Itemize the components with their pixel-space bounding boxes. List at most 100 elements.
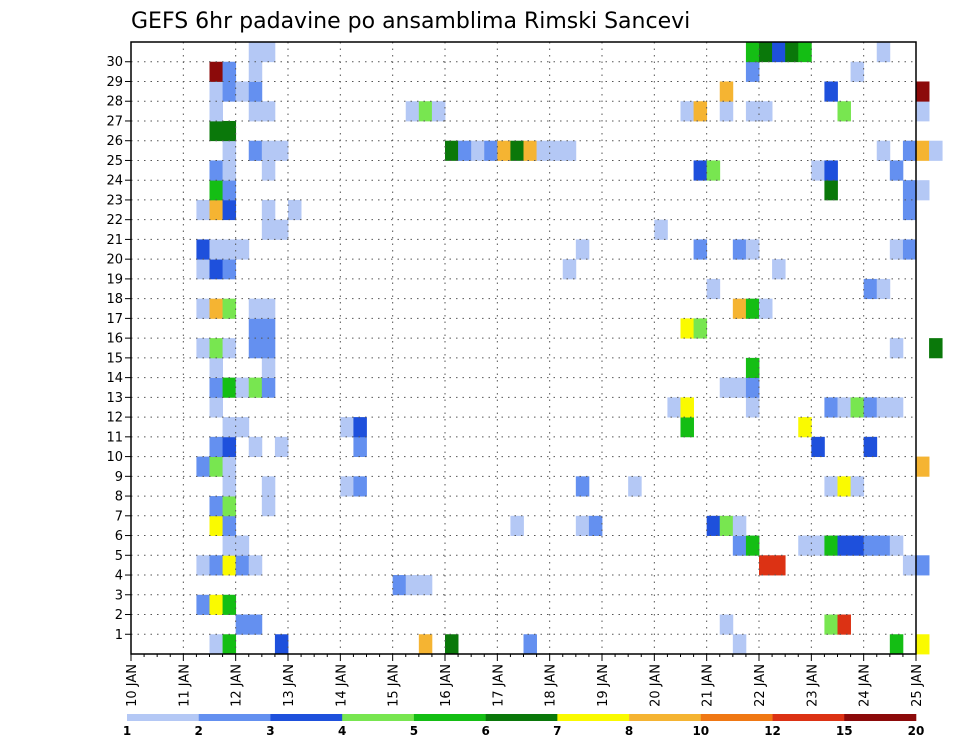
x-tick-label: 17 JAN	[491, 664, 506, 707]
heatmap-cell	[759, 555, 773, 576]
x-tick-label: 10 JAN	[125, 664, 140, 707]
heatmap-cell	[837, 614, 851, 635]
heatmap-cell	[196, 298, 210, 319]
heatmap-cell	[222, 456, 237, 477]
heatmap-cell	[850, 397, 865, 418]
heatmap-cell	[222, 417, 237, 438]
heatmap-cell	[719, 614, 734, 635]
y-tick-label: 24	[106, 174, 123, 189]
heatmap-cell	[261, 338, 276, 359]
x-tick-label: 20 JAN	[648, 664, 663, 707]
heatmap-cell	[732, 535, 747, 556]
heatmap-cell	[235, 614, 250, 635]
heatmap-cell	[732, 377, 747, 398]
heatmap-cell	[248, 555, 263, 576]
heatmap-cell	[235, 81, 250, 102]
x-tick-label: 24 JAN	[858, 664, 873, 707]
heatmap-cell	[510, 515, 524, 536]
heatmap-cell	[209, 456, 223, 477]
heatmap-cell	[916, 634, 930, 655]
heatmap-cell	[693, 101, 708, 122]
heatmap-cell	[209, 61, 223, 82]
heatmap-cell	[196, 456, 210, 477]
heatmap-cell	[719, 515, 734, 536]
heatmap-cell	[196, 338, 210, 359]
heatmap-cell	[680, 397, 694, 418]
heatmap-cell	[274, 219, 289, 240]
heatmap-cell	[274, 634, 289, 655]
y-tick-label: 16	[106, 332, 123, 347]
heatmap-cell	[732, 298, 747, 319]
heatmap-cell	[405, 101, 420, 122]
heatmap-cell	[235, 239, 250, 260]
heatmap-cell	[523, 140, 537, 161]
x-axis: 10 JAN 11 JAN 12 JAN 13 JAN 14 JAN 15 JAN 16 J…	[125, 654, 925, 707]
heatmap-cell	[916, 180, 930, 201]
y-tick-label: 5	[115, 549, 123, 564]
heatmap-cell	[916, 555, 930, 576]
x-tick-label: 21 JAN	[701, 664, 716, 707]
heatmap-cell	[222, 496, 237, 517]
heatmap-cell	[654, 219, 668, 240]
heatmap-cell	[811, 160, 825, 181]
heatmap-cell	[759, 101, 773, 122]
colorbar-label: 7	[553, 724, 561, 738]
y-tick-label: 3	[115, 588, 123, 603]
y-tick-label: 17	[106, 312, 123, 327]
heatmap-cell	[222, 259, 237, 280]
heatmap-cell	[196, 259, 210, 280]
heatmap-cell	[261, 377, 276, 398]
colorbar-swatch	[198, 714, 271, 721]
heatmap-cell	[209, 199, 223, 221]
y-tick-label: 22	[106, 213, 123, 228]
heatmap-cell	[222, 535, 237, 556]
heatmap-cell	[222, 140, 237, 161]
x-tick-label: 19 JAN	[596, 664, 611, 707]
heatmap-cell	[575, 239, 590, 260]
heatmap-cell	[837, 397, 851, 418]
heatmap-cell	[745, 377, 760, 398]
heatmap-cell	[824, 397, 838, 418]
heatmap-cell	[745, 42, 760, 63]
heatmap-cell	[209, 338, 223, 359]
y-axis: 1234567891011121314151617181920212223242…	[106, 55, 131, 643]
heatmap-cell	[863, 278, 878, 300]
heatmap-cell	[209, 81, 223, 102]
heatmap-cell	[693, 160, 708, 181]
heatmap-cell	[248, 101, 263, 122]
heatmap-cell	[209, 180, 223, 201]
heatmap-cell	[484, 140, 498, 161]
y-tick-label: 12	[106, 411, 123, 426]
heatmap-cell	[222, 160, 237, 181]
heatmap-cell	[418, 634, 433, 655]
heatmap-cell	[248, 318, 263, 339]
heatmap-cell	[248, 42, 263, 63]
colorbar-label: 2	[195, 724, 203, 738]
y-tick-label: 8	[115, 490, 123, 505]
heatmap-cell	[523, 634, 537, 655]
heatmap-cell	[798, 535, 812, 556]
colorbar-label: 1	[123, 724, 131, 738]
heatmap-cell	[732, 239, 747, 260]
heatmap-cell	[222, 239, 237, 260]
heatmap-cell	[902, 239, 917, 260]
x-tick-label: 25 JAN	[910, 664, 925, 707]
colorbar-swatch	[772, 714, 845, 721]
colorbar-swatch	[342, 714, 415, 721]
y-tick-label: 27	[106, 114, 123, 129]
y-tick-label: 18	[106, 292, 123, 307]
heatmap-cell	[680, 101, 694, 122]
heatmap-cell	[235, 417, 250, 438]
heatmap-cell	[772, 259, 786, 280]
heatmap-cell	[261, 496, 276, 517]
heatmap-cell	[235, 535, 250, 556]
colorbar-swatch	[127, 714, 200, 721]
heatmap-cell	[196, 239, 210, 260]
heatmap-cell	[824, 535, 838, 556]
colorbar-swatch	[485, 714, 558, 721]
heatmap-cell	[628, 476, 642, 497]
heatmap-cell	[261, 318, 276, 339]
x-tick-label: 14 JAN	[334, 664, 349, 707]
y-tick-label: 13	[106, 391, 123, 406]
heatmap-cell	[889, 397, 904, 418]
